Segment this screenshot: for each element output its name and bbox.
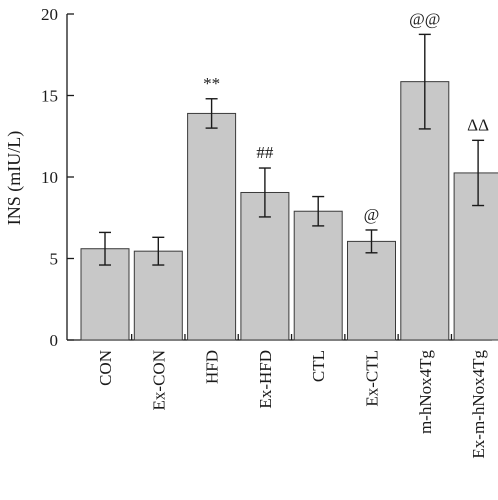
y-tick-label: 15 xyxy=(41,87,58,106)
y-tick-label: 10 xyxy=(41,168,58,187)
bar xyxy=(453,172,498,341)
category-labels: CON Ex-CON HFD Ex-HFD CTL Ex-CTL m-hNox4Tg Ex-m… xyxy=(96,350,488,459)
bar xyxy=(347,240,396,341)
category-label: Ex-m-hNox4Tg xyxy=(469,350,488,459)
category-label: CON xyxy=(96,350,115,386)
category-label: HFD xyxy=(203,350,222,384)
category-label: CTL xyxy=(309,350,328,382)
significance-mark: @ xyxy=(364,205,380,224)
bars xyxy=(80,81,498,341)
y-axis: 0 5 10 15 20 xyxy=(41,5,74,350)
bar xyxy=(187,112,237,341)
annotations: **##@@@ΔΔ xyxy=(203,9,489,224)
significance-mark: ** xyxy=(203,74,220,93)
significance-mark: ΔΔ xyxy=(467,115,489,134)
significance-mark: @@ xyxy=(409,9,440,28)
bar xyxy=(133,250,183,341)
category-label: Ex-HFD xyxy=(256,350,275,409)
category-label: Ex-CON xyxy=(149,350,168,410)
y-tick-label: 20 xyxy=(41,5,58,24)
error-bars xyxy=(99,33,485,266)
y-axis-label: INS (mIU/L) xyxy=(4,131,25,225)
bar xyxy=(293,210,343,341)
category-label: m-hNox4Tg xyxy=(416,350,435,435)
y-tick-label: 0 xyxy=(50,331,59,350)
significance-mark: ## xyxy=(256,143,274,162)
y-tick-label: 5 xyxy=(50,250,59,269)
category-label: Ex-CTL xyxy=(363,350,382,407)
